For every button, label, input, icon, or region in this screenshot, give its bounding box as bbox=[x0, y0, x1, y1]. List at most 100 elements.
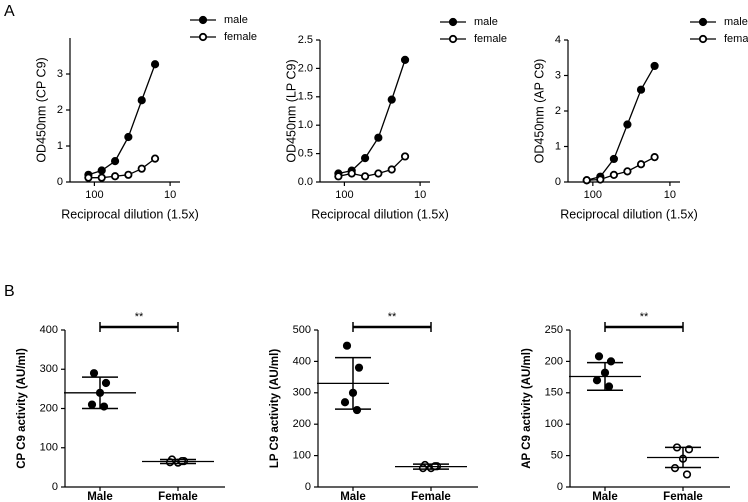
x-tick-label: Female bbox=[663, 491, 703, 502]
data-point bbox=[592, 376, 602, 385]
data-point bbox=[594, 352, 604, 361]
y-tick-label: 50 bbox=[551, 450, 563, 462]
y-tick-label: 100 bbox=[40, 442, 58, 454]
y-axis-title: CP C9 activity (AU/ml) bbox=[16, 348, 28, 469]
x-axis-title: Reciprocal dilution (1.5x) bbox=[560, 207, 698, 221]
data-point bbox=[604, 382, 614, 391]
legend-marker bbox=[448, 17, 458, 27]
y-tick-label: 2 bbox=[555, 105, 561, 117]
data-point bbox=[150, 60, 160, 69]
y-tick-label: 0 bbox=[52, 481, 58, 493]
y-tick-label: 2 bbox=[57, 104, 63, 116]
data-point bbox=[650, 61, 659, 71]
data-point bbox=[360, 172, 370, 181]
legend-label: male bbox=[724, 16, 748, 28]
data-point bbox=[360, 154, 370, 163]
legend-label: female bbox=[724, 33, 748, 45]
y-tick-label: 1 bbox=[57, 140, 63, 152]
y-tick-label: 200 bbox=[40, 402, 58, 414]
y-tick-label: 250 bbox=[545, 324, 563, 336]
x-tick-label: Female bbox=[411, 491, 451, 502]
data-point bbox=[682, 470, 692, 479]
y-axis-title: LP C9 activity (AU/ml) bbox=[269, 349, 281, 468]
data-point bbox=[609, 154, 619, 164]
legend-label: male bbox=[474, 16, 498, 28]
data-point bbox=[137, 164, 146, 173]
x-tick-label: 10 bbox=[664, 189, 676, 201]
data-point bbox=[124, 132, 133, 142]
legend-label: male bbox=[224, 14, 248, 26]
series-line bbox=[88, 64, 156, 176]
legend-marker bbox=[198, 32, 208, 42]
data-point bbox=[124, 170, 133, 179]
y-tick-label: 500 bbox=[293, 324, 311, 336]
x-tick-label: Female bbox=[158, 491, 198, 502]
data-point bbox=[636, 160, 646, 169]
y-tick-label: 1 bbox=[555, 140, 561, 152]
data-point bbox=[110, 157, 120, 166]
significance-label: ** bbox=[135, 311, 144, 323]
panel-label: B bbox=[4, 283, 15, 300]
y-axis-title: OD450nm (LP C9) bbox=[284, 59, 298, 162]
significance-label: ** bbox=[640, 311, 649, 323]
x-tick-label: Male bbox=[592, 491, 618, 502]
legend-label: female bbox=[224, 31, 257, 43]
legend-marker bbox=[698, 34, 708, 44]
significance-label: ** bbox=[388, 311, 397, 323]
y-tick-label: 400 bbox=[40, 324, 58, 336]
x-tick-label: 100 bbox=[335, 189, 353, 201]
x-axis-title: Reciprocal dilution (1.5x) bbox=[61, 207, 199, 221]
y-tick-label: 1.0 bbox=[298, 119, 313, 131]
y-tick-label: 300 bbox=[40, 363, 58, 375]
data-point bbox=[636, 85, 646, 94]
y-tick-label: 1.5 bbox=[298, 91, 313, 103]
x-tick-label: 10 bbox=[164, 189, 176, 201]
y-tick-label: 4 bbox=[555, 34, 561, 46]
data-point bbox=[84, 173, 93, 182]
y-tick-label: 400 bbox=[293, 355, 311, 367]
data-point bbox=[97, 166, 106, 175]
y-tick-label: 2.0 bbox=[298, 62, 313, 74]
data-point bbox=[137, 96, 146, 105]
y-tick-label: 0 bbox=[557, 481, 563, 493]
x-axis-title: Reciprocal dilution (1.5x) bbox=[311, 207, 449, 221]
y-axis-title: OD450nm (CP C9) bbox=[34, 57, 48, 162]
x-tick-label: Male bbox=[87, 491, 113, 502]
legend-label: female bbox=[474, 33, 507, 45]
data-point bbox=[650, 153, 659, 162]
y-tick-label: 100 bbox=[545, 418, 563, 430]
data-point bbox=[340, 398, 350, 407]
data-point bbox=[347, 169, 356, 178]
legend-marker bbox=[448, 34, 458, 44]
y-tick-label: 0 bbox=[555, 176, 561, 188]
data-point bbox=[623, 167, 632, 176]
data-point bbox=[97, 173, 106, 182]
y-axis-title: OD450nm (AP C9) bbox=[532, 59, 546, 164]
data-point bbox=[606, 357, 616, 366]
x-tick-label: 10 bbox=[414, 189, 426, 201]
data-point bbox=[89, 369, 99, 378]
x-tick-label: 100 bbox=[584, 189, 602, 201]
x-tick-label: Male bbox=[340, 491, 366, 502]
data-point bbox=[387, 165, 396, 174]
data-point bbox=[352, 405, 362, 415]
y-tick-label: 0.0 bbox=[298, 176, 313, 188]
data-point bbox=[623, 120, 632, 129]
y-tick-label: 200 bbox=[545, 355, 563, 367]
legend-marker bbox=[698, 17, 708, 27]
y-tick-label: 3 bbox=[555, 69, 561, 81]
y-tick-label: 0 bbox=[57, 176, 63, 188]
legend-marker bbox=[198, 15, 208, 25]
data-point bbox=[400, 152, 410, 161]
data-point bbox=[87, 400, 97, 409]
y-axis-title: AP C9 activity (AU/ml) bbox=[521, 348, 533, 469]
data-point bbox=[374, 169, 383, 178]
data-point bbox=[582, 176, 591, 185]
y-tick-label: 0 bbox=[305, 481, 311, 493]
panel-label: A bbox=[4, 3, 15, 20]
data-point bbox=[334, 172, 343, 181]
x-tick-label: 100 bbox=[85, 189, 103, 201]
data-point bbox=[101, 378, 111, 388]
data-point bbox=[400, 55, 410, 64]
